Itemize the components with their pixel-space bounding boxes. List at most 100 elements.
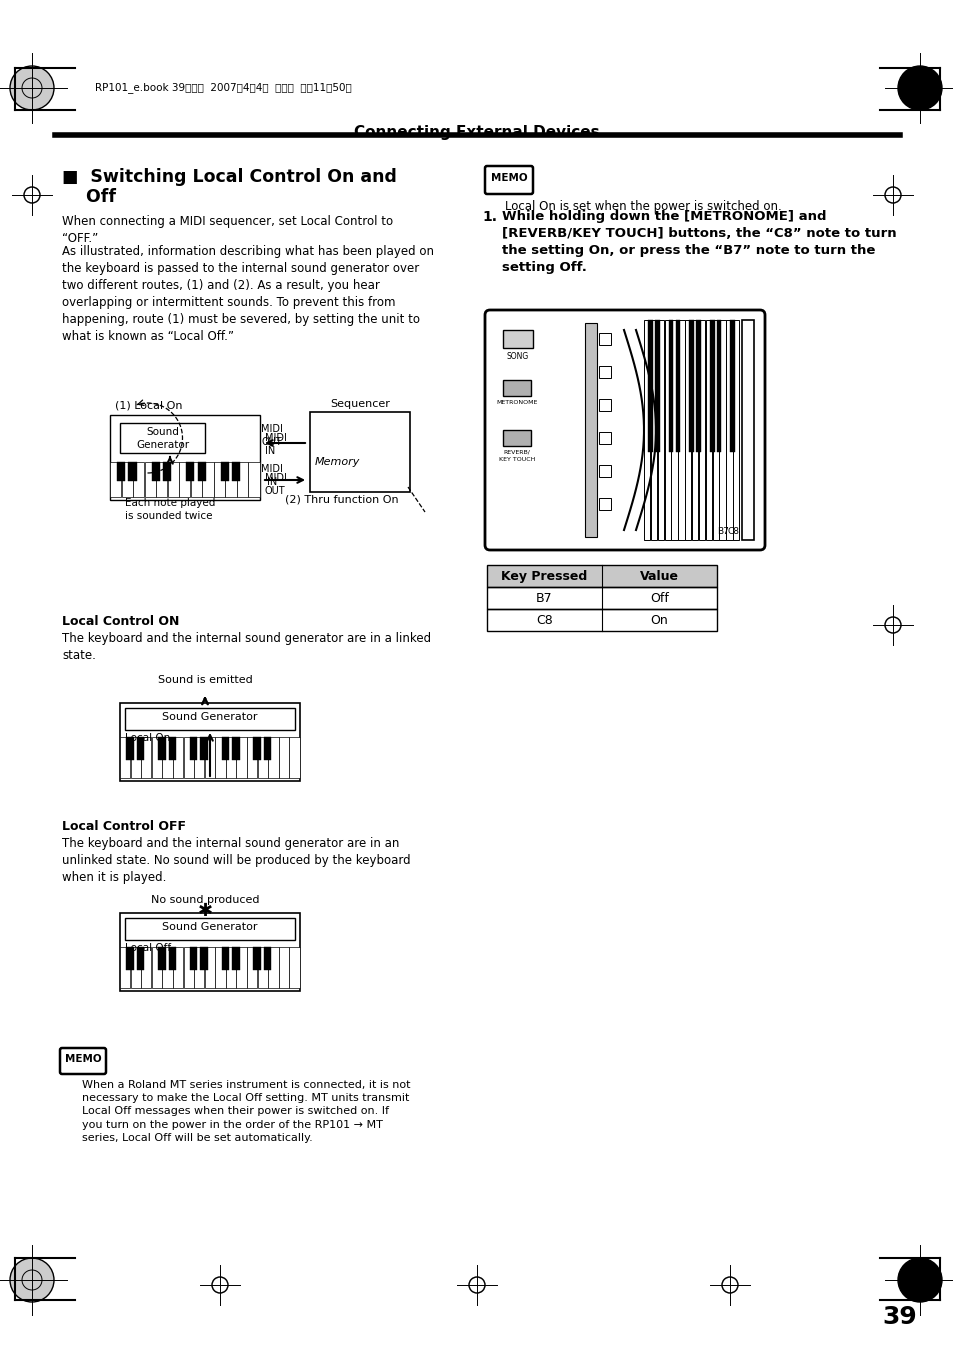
Text: Key Pressed: Key Pressed	[501, 570, 587, 584]
Bar	[598, 432, 610, 444]
Text: (2) Thru function On: (2) Thru function On	[285, 494, 398, 505]
Bar	[668, 320, 673, 453]
Bar	[152, 462, 159, 481]
Bar	[121, 462, 132, 497]
Bar	[213, 462, 225, 497]
Bar	[117, 462, 125, 481]
Bar	[163, 462, 171, 481]
Bar	[169, 738, 176, 759]
Bar	[158, 738, 166, 759]
Bar	[215, 738, 225, 778]
Bar	[247, 738, 257, 778]
Bar	[120, 423, 205, 453]
Text: Value: Value	[639, 570, 679, 584]
Bar	[278, 738, 289, 778]
Bar	[268, 738, 278, 778]
Text: Off: Off	[62, 188, 116, 205]
Text: C8: C8	[726, 527, 739, 536]
Text: Each note played
is sounded twice: Each note played is sounded twice	[125, 499, 215, 521]
Bar	[158, 947, 166, 970]
Bar	[200, 947, 208, 970]
Bar	[647, 320, 652, 453]
Text: The keyboard and the internal sound generator are in a linked
state.: The keyboard and the internal sound gene…	[62, 632, 431, 662]
Bar	[712, 320, 719, 540]
Text: B7: B7	[716, 527, 728, 536]
Text: No sound produced: No sound produced	[151, 894, 259, 905]
FancyBboxPatch shape	[484, 309, 764, 550]
Text: 39: 39	[882, 1305, 917, 1329]
Text: (1) Local On: (1) Local On	[115, 400, 182, 409]
Bar	[221, 947, 229, 970]
Bar	[205, 947, 214, 988]
Bar	[190, 947, 197, 970]
Bar	[190, 738, 197, 759]
Text: Memory: Memory	[314, 457, 360, 467]
Bar	[168, 462, 179, 497]
Bar	[716, 320, 720, 453]
Bar	[183, 947, 193, 988]
Bar	[236, 738, 247, 778]
Bar	[152, 738, 162, 778]
Bar	[191, 462, 202, 497]
Text: Local Control OFF: Local Control OFF	[62, 820, 186, 834]
Bar	[141, 738, 152, 778]
Bar	[169, 947, 176, 970]
Text: Sound Generator: Sound Generator	[162, 921, 257, 932]
Bar	[278, 947, 289, 988]
Bar	[126, 738, 133, 759]
Text: On: On	[650, 613, 668, 627]
Bar	[310, 412, 410, 492]
Bar	[257, 947, 268, 988]
Bar	[598, 332, 610, 345]
Bar	[233, 462, 240, 481]
Text: Local Control ON: Local Control ON	[62, 615, 179, 628]
Bar	[650, 320, 657, 540]
Bar	[125, 708, 294, 730]
Bar	[186, 462, 194, 481]
Bar	[253, 947, 260, 970]
Bar	[179, 462, 191, 497]
Bar	[232, 738, 239, 759]
Text: ✱: ✱	[197, 902, 213, 920]
Bar	[598, 465, 610, 477]
Text: As illustrated, information describing what has been played on
the keyboard is p: As illustrated, information describing w…	[62, 245, 434, 343]
Bar	[193, 947, 204, 988]
Bar	[232, 947, 239, 970]
Text: Sequencer: Sequencer	[330, 399, 390, 409]
Bar	[205, 738, 214, 778]
Bar	[236, 462, 248, 497]
Bar	[725, 320, 732, 540]
Bar	[110, 462, 121, 497]
Text: While holding down the [METRONOME] and
[REVERB/KEY TOUCH] buttons, the “C8” note: While holding down the [METRONOME] and […	[501, 209, 896, 274]
Bar	[264, 738, 271, 759]
Bar	[691, 320, 698, 540]
Bar	[253, 738, 260, 759]
Text: Sound Generator: Sound Generator	[162, 712, 257, 721]
Text: B7: B7	[536, 592, 552, 605]
Text: Sound is emitted: Sound is emitted	[157, 676, 253, 685]
Bar	[131, 947, 141, 988]
Bar	[664, 320, 670, 540]
Text: RP101_e.book 39ページ  2007年4月4日  水曜日  午前11時50分: RP101_e.book 39ページ 2007年4月4日 水曜日 午前11時50…	[95, 82, 352, 93]
Bar	[202, 462, 213, 497]
Bar	[502, 330, 533, 349]
Bar	[289, 947, 299, 988]
Bar	[584, 323, 597, 536]
Bar	[221, 738, 229, 759]
Bar	[719, 320, 725, 540]
Bar	[502, 380, 531, 396]
Bar	[215, 947, 225, 988]
Text: Connecting External Devices: Connecting External Devices	[354, 126, 599, 141]
Bar	[696, 320, 700, 453]
Text: MIDI
OUT: MIDI OUT	[261, 424, 283, 447]
Bar	[486, 609, 717, 631]
Bar	[248, 462, 259, 497]
Bar	[183, 738, 193, 778]
Bar	[730, 320, 735, 453]
Bar	[125, 917, 294, 940]
Bar	[156, 462, 167, 497]
Circle shape	[897, 66, 941, 109]
Bar	[247, 947, 257, 988]
Bar	[655, 320, 659, 453]
Bar	[193, 738, 204, 778]
